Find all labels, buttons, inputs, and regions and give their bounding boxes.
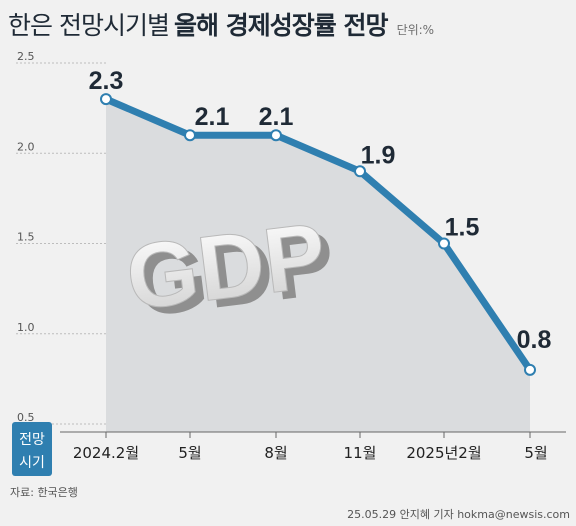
data-point — [354, 165, 366, 178]
data-label: 0.8 — [517, 326, 552, 354]
x-tick-label: 2024.2월 — [73, 444, 139, 462]
unit-label: 단위:% — [396, 23, 435, 37]
data-label: 2.1 — [195, 103, 230, 131]
y-tick-label: 2.5 — [17, 50, 35, 63]
gdp-watermark-shadow: GDP — [130, 211, 340, 337]
data-label: 2.3 — [89, 67, 124, 95]
chart-title: 한은 전망시기별 올해 경제성장률 전망 단위:% — [8, 6, 568, 46]
y-tick-label: 2.0 — [17, 140, 35, 153]
x-tick-label: 2025년2월 — [406, 444, 481, 462]
y-tick-label: 1.0 — [17, 321, 35, 334]
data-label: 2.1 — [259, 103, 294, 131]
data-point — [184, 129, 196, 142]
x-tick-label: 11월 — [344, 444, 377, 462]
y-tick-label: 1.5 — [17, 231, 35, 244]
data-point — [524, 363, 536, 376]
data-label: 1.5 — [445, 214, 480, 242]
period-label-box: 전망 시기 — [12, 422, 52, 476]
data-point — [100, 93, 112, 106]
period-label-line2: 시기 — [19, 455, 45, 471]
y-tick-label: 0.5 — [17, 411, 35, 424]
credit-note: 25.05.29 안지혜 기자 hokma@newsis.com — [347, 508, 570, 521]
x-tick-label: 8월 — [264, 444, 287, 462]
period-label-line1: 전망 — [19, 432, 45, 448]
data-point — [270, 129, 282, 142]
x-tick-label: 5월 — [524, 444, 547, 462]
source-note: 자료: 한국은행 — [10, 486, 78, 499]
data-label: 1.9 — [361, 141, 396, 169]
title-bold: 올해 경제성장률 전망 — [174, 11, 388, 40]
gdp-watermark: GDP — [121, 204, 331, 330]
x-tick-label: 5월 — [178, 444, 201, 462]
area-fill — [106, 99, 530, 432]
series-line — [102, 95, 534, 374]
data-point — [438, 237, 450, 250]
title-light: 한은 전망시기별 — [8, 11, 170, 40]
